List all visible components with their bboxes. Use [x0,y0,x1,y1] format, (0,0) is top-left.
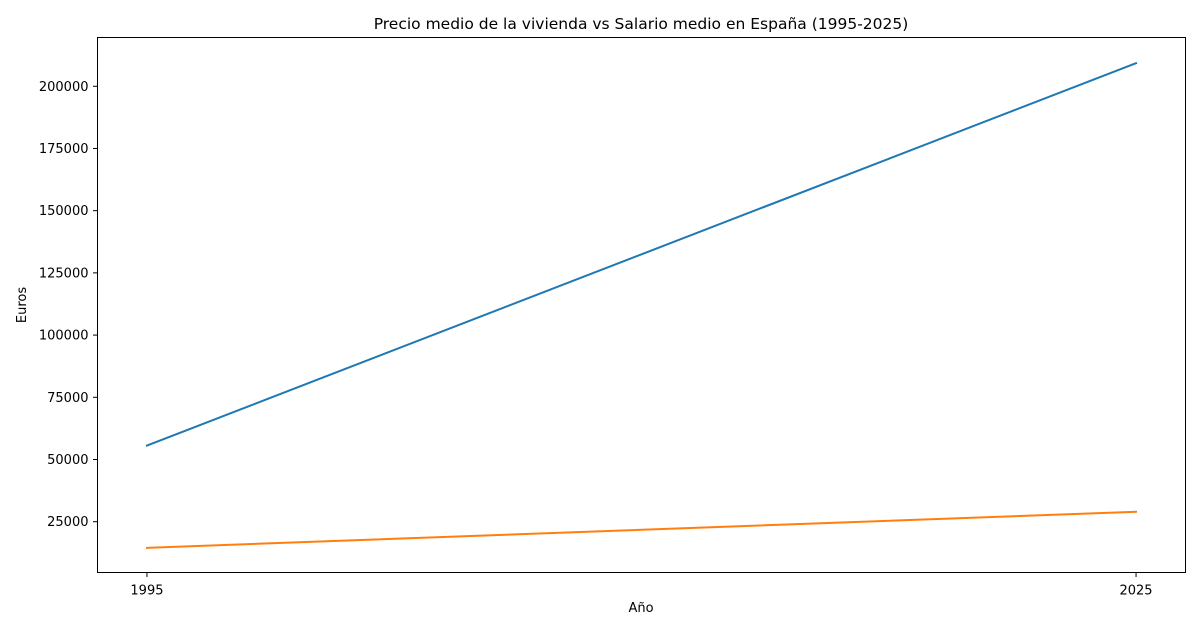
chart-title: Precio medio de la vivienda vs Salario m… [374,15,909,33]
y-tick-label: 50000 [47,453,88,468]
series-line-1 [145,510,1138,549]
y-axis-label: Euros [15,287,30,323]
y-tick-label: 150000 [39,204,89,219]
x-tick-label: 2025 [1119,584,1152,599]
y-tick-label: 100000 [39,329,89,344]
y-tick-label: 200000 [39,80,89,95]
y-tick-label: 125000 [39,266,89,281]
y-tick-label: 25000 [47,515,88,530]
series-line-0 [145,61,1138,447]
x-axis-ticks: 1995 2025 [130,572,1153,599]
y-tick-label: 175000 [39,142,89,157]
x-tick-label: 1995 [130,584,163,599]
x-axis-label: Año [628,601,653,616]
series-layer [145,61,1138,549]
plot-frame [97,37,1186,573]
y-tick-label: 75000 [47,391,88,406]
y-axis-ticks: 25000 50000 75000 100000 125000 150000 175000 2… [39,80,98,530]
